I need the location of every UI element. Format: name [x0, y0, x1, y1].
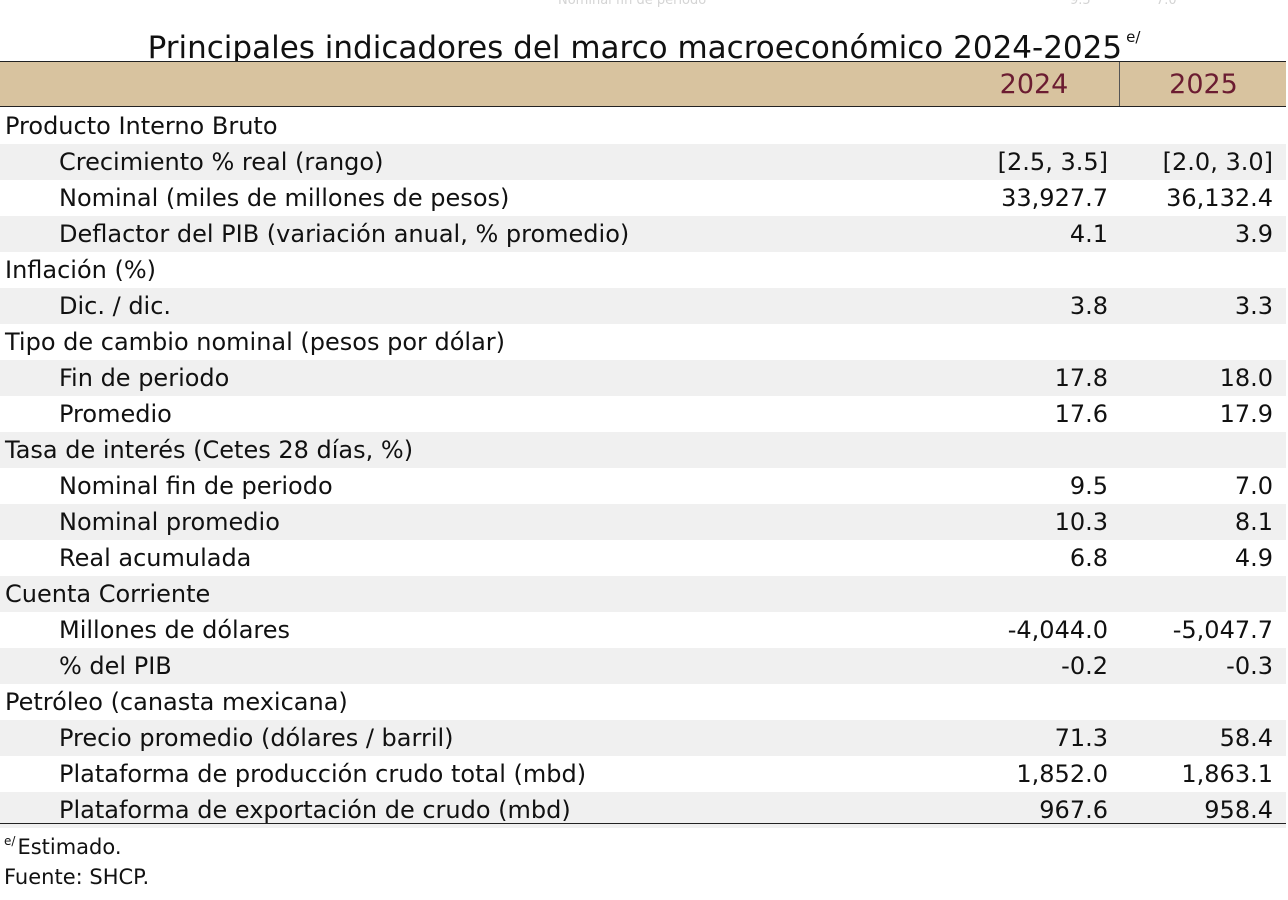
value-2024: 10.3 — [1054, 508, 1108, 536]
row-label: % del PIB — [59, 652, 172, 680]
value-2024: 17.6 — [1054, 400, 1108, 428]
table-header: 2024 2025 — [0, 61, 1286, 107]
table-row: Plataforma de producción crudo total (mb… — [0, 756, 1286, 792]
table-row: Crecimiento % real (rango) [2.5, 3.5] [2.0… — [0, 144, 1286, 180]
table-body: Producto Interno Bruto Crecimiento % real… — [0, 108, 1286, 828]
table-row: Dic. / dic. 3.8 3.3 — [0, 288, 1286, 324]
row-label: Cuenta Corriente — [5, 580, 211, 608]
table-section-row: Cuenta Corriente — [0, 576, 1286, 612]
row-label: Inflación (%) — [5, 256, 157, 284]
value-2024: 967.6 — [1039, 796, 1108, 824]
value-2024: 17.8 — [1054, 364, 1108, 392]
row-label: Plataforma de producción crudo total (mb… — [59, 760, 587, 788]
cropped-ghost-row: Nominal fin de periodo 9.5 7.0 — [558, 0, 1258, 9]
value-2024: 6.8 — [1069, 544, 1108, 572]
footnote: e/Estimado. — [4, 826, 149, 862]
value-2025: [2.0, 3.0] — [1162, 148, 1273, 176]
table-row: Plataforma de exportación de crudo (mbd)… — [0, 792, 1286, 828]
value-2025: 18.0 — [1219, 364, 1273, 392]
row-label: Producto Interno Bruto — [5, 112, 278, 140]
table-title-text: Principales indicadores del marco macroe… — [147, 30, 1123, 66]
table-row: Nominal fin de periodo 9.5 7.0 — [0, 468, 1286, 504]
value-2025: -5,047.7 — [1172, 616, 1273, 644]
row-label: Millones de dólares — [59, 616, 291, 644]
value-2024: [2.5, 3.5] — [997, 148, 1108, 176]
row-label: Nominal fin de periodo — [59, 472, 333, 500]
row-label: Crecimiento % real (rango) — [59, 148, 384, 176]
row-label: Nominal (miles de millones de pesos) — [59, 184, 510, 212]
column-header-2025: 2025 — [1119, 62, 1287, 106]
value-2024: 33,927.7 — [1001, 184, 1108, 212]
value-2024: -0.2 — [1061, 652, 1108, 680]
table-row: Deflactor del PIB (variación anual, % pr… — [0, 216, 1286, 252]
ghost-row-value-2024: 9.5 — [1070, 0, 1091, 8]
row-label: Tipo de cambio nominal (pesos por dólar) — [5, 328, 506, 356]
footnote-mark: e/ — [4, 834, 16, 848]
table-row: Real acumulada 6.8 4.9 — [0, 540, 1286, 576]
value-2025: 3.3 — [1234, 292, 1273, 320]
table-row: Precio promedio (dólares / barril) 71.3 58… — [0, 720, 1286, 756]
footnote-text: Estimado. — [17, 835, 122, 859]
table-notes: e/Estimado. Fuente: SHCP. — [4, 826, 149, 892]
row-label: Plataforma de exportación de crudo (mbd) — [59, 796, 571, 824]
table-row: % del PIB -0.2 -0.3 — [0, 648, 1286, 684]
ghost-row-value-2025: 7.0 — [1156, 0, 1177, 8]
row-label: Nominal promedio — [59, 508, 280, 536]
table-section-row: Tipo de cambio nominal (pesos por dólar) — [0, 324, 1286, 360]
row-label: Petróleo (canasta mexicana) — [5, 688, 348, 716]
column-header-2024: 2024 — [999, 69, 1069, 100]
value-2025: -0.3 — [1226, 652, 1273, 680]
value-2025: 3.9 — [1234, 220, 1273, 248]
value-2025: 4.9 — [1234, 544, 1273, 572]
value-2024: 1,852.0 — [1016, 760, 1108, 788]
row-label: Fin de periodo — [59, 364, 230, 392]
value-2025: 8.1 — [1234, 508, 1273, 536]
row-label: Real acumulada — [59, 544, 252, 572]
table-bottom-rule — [0, 823, 1286, 824]
value-2024: 71.3 — [1054, 724, 1108, 752]
row-label: Tasa de interés (Cetes 28 días, %) — [5, 436, 414, 464]
table-section-row: Tasa de interés (Cetes 28 días, %) — [0, 432, 1286, 468]
value-2025: 17.9 — [1219, 400, 1273, 428]
value-2025: 1,863.1 — [1181, 760, 1273, 788]
value-2024: 3.8 — [1069, 292, 1108, 320]
value-2025: 958.4 — [1204, 796, 1273, 824]
row-label: Precio promedio (dólares / barril) — [59, 724, 454, 752]
table-row: Nominal (miles de millones de pesos) 33,9… — [0, 180, 1286, 216]
value-2024: 4.1 — [1069, 220, 1108, 248]
row-label: Promedio — [59, 400, 172, 428]
table-title: Principales indicadores del marco macroe… — [0, 14, 1288, 71]
ghost-row-label: Nominal fin de periodo — [558, 0, 707, 8]
table-row: Promedio 17.6 17.9 — [0, 396, 1286, 432]
table-row: Fin de periodo 17.8 18.0 — [0, 360, 1286, 396]
value-2024: 9.5 — [1069, 472, 1108, 500]
title-footnote-mark: e/ — [1126, 28, 1141, 46]
value-2025: 36,132.4 — [1166, 184, 1273, 212]
table-section-row: Petróleo (canasta mexicana) — [0, 684, 1286, 720]
value-2025: 7.0 — [1234, 472, 1273, 500]
table-section-row: Inflación (%) — [0, 252, 1286, 288]
table-row: Millones de dólares -4,044.0 -5,047.7 — [0, 612, 1286, 648]
value-2024: -4,044.0 — [1007, 616, 1108, 644]
value-2025: 58.4 — [1219, 724, 1273, 752]
row-label: Dic. / dic. — [59, 292, 172, 320]
table-row: Nominal promedio 10.3 8.1 — [0, 504, 1286, 540]
table-section-row: Producto Interno Bruto — [0, 108, 1286, 144]
source-note: Fuente: SHCP. — [4, 865, 150, 889]
row-label: Deflactor del PIB (variación anual, % pr… — [59, 220, 630, 248]
